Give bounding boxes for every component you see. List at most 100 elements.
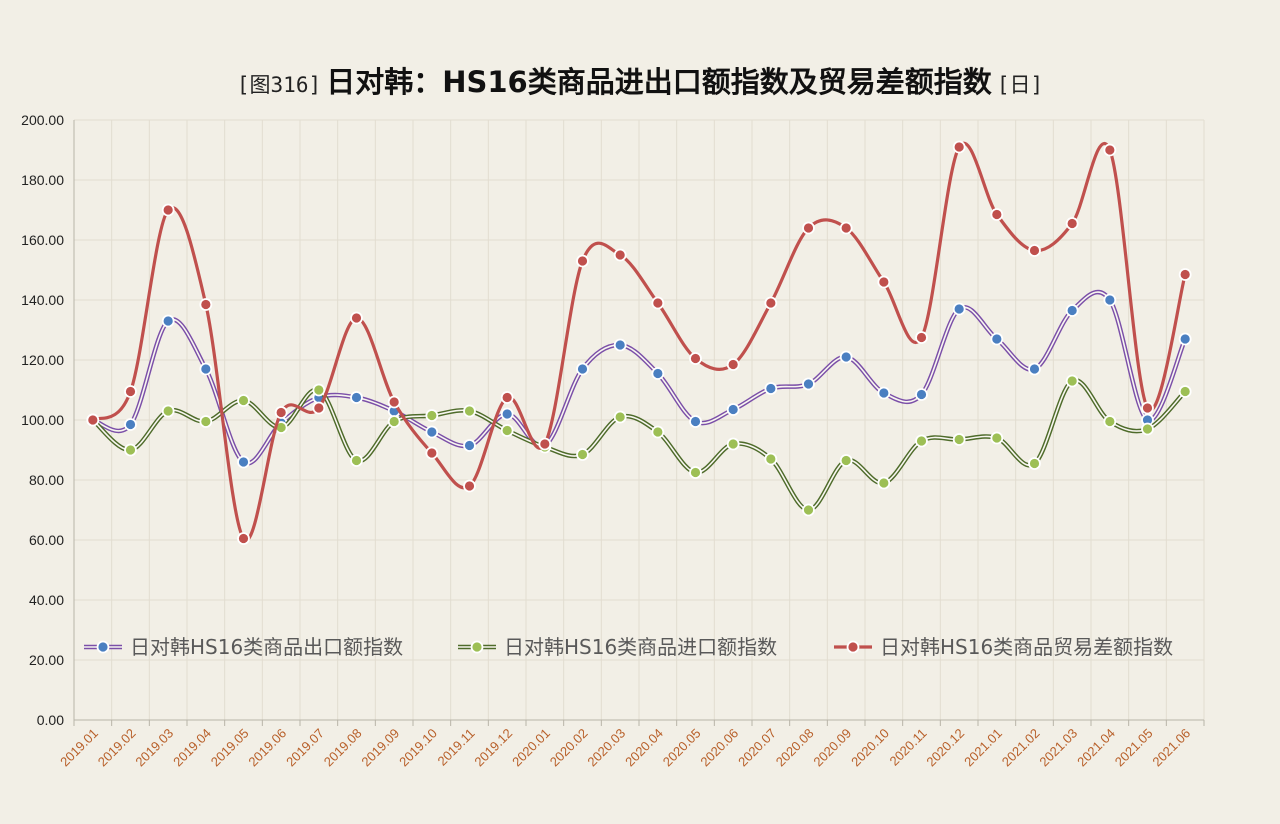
- data-point: [689, 352, 702, 365]
- data-point: [651, 425, 665, 439]
- data-point: [237, 455, 250, 469]
- data-point: [161, 203, 175, 217]
- y-tick-label: 80.00: [29, 472, 64, 488]
- data-point: [387, 395, 401, 409]
- data-point: [161, 314, 175, 328]
- data-point: [764, 296, 778, 310]
- data-point: [915, 331, 928, 344]
- data-point: [199, 415, 213, 428]
- data-point: [463, 479, 476, 493]
- legend-label: 日对韩HS16类商品贸易差额指数: [880, 635, 1173, 659]
- data-point: [576, 254, 589, 268]
- y-tick-label: 100.00: [21, 412, 64, 428]
- chart-title: [图316] 日对韩：HS16类商品进出口额指数及贸易差额指数 [日]: [237, 65, 1043, 99]
- data-point: [990, 208, 1004, 221]
- data-point: [1028, 457, 1041, 470]
- data-point: [86, 413, 100, 427]
- data-point: [1103, 415, 1117, 428]
- data-point: [839, 350, 853, 364]
- data-point: [199, 298, 213, 311]
- data-point: [538, 437, 552, 451]
- series-import: [86, 374, 1192, 517]
- data-point: [839, 454, 853, 467]
- data-point: [952, 140, 966, 154]
- data-point: [689, 466, 702, 479]
- data-point: [1103, 143, 1117, 157]
- data-point: [124, 443, 137, 457]
- legend-item-balance: 日对韩HS16类商品贸易差额指数: [834, 635, 1173, 659]
- data-point: [1178, 385, 1192, 398]
- series-layer: [86, 140, 1192, 545]
- data-point: [500, 407, 514, 421]
- data-point: [387, 415, 401, 428]
- data-point: [726, 437, 740, 451]
- data-point: [425, 409, 439, 422]
- y-tick-label: 40.00: [29, 592, 64, 608]
- data-point: [237, 532, 250, 545]
- data-point: [161, 404, 175, 418]
- data-point: [990, 332, 1004, 346]
- data-point: [1103, 293, 1117, 307]
- y-tick-label: 0.00: [37, 712, 64, 728]
- data-point: [350, 391, 363, 404]
- data-point: [1141, 401, 1154, 415]
- y-tick-label: 200.00: [21, 112, 64, 128]
- data-point: [839, 221, 853, 235]
- data-point: [613, 338, 627, 352]
- legend-swatch-marker: [96, 640, 110, 654]
- data-point: [576, 362, 589, 376]
- data-point: [237, 394, 250, 407]
- data-point: [726, 403, 740, 416]
- data-point: [1065, 374, 1079, 388]
- data-point: [576, 448, 589, 461]
- data-point: [1141, 422, 1154, 436]
- legend-label: 日对韩HS16类商品出口额指数: [130, 635, 403, 659]
- data-point: [990, 431, 1004, 445]
- data-point: [1028, 244, 1041, 257]
- data-point: [764, 382, 778, 395]
- data-point: [500, 424, 514, 437]
- y-tick-label: 60.00: [29, 532, 64, 548]
- data-point: [877, 476, 891, 490]
- series-line-inner-export: [92, 291, 1186, 465]
- data-point: [613, 248, 627, 262]
- data-point: [1028, 362, 1041, 376]
- data-point: [1065, 304, 1079, 317]
- series-balance: [86, 140, 1192, 545]
- y-tick-label: 160.00: [21, 232, 64, 248]
- data-point: [915, 388, 928, 401]
- data-point: [651, 367, 665, 380]
- data-point: [802, 221, 815, 235]
- title-suffix: [日]: [997, 73, 1043, 97]
- data-point: [274, 406, 288, 419]
- data-point: [915, 434, 928, 448]
- data-point: [463, 404, 476, 418]
- y-tick-label: 20.00: [29, 652, 64, 668]
- data-point: [350, 311, 363, 325]
- data-point: [877, 275, 891, 289]
- data-point: [726, 358, 740, 371]
- data-point: [312, 383, 326, 397]
- data-point: [651, 296, 665, 310]
- data-point: [425, 425, 439, 439]
- y-tick-label: 180.00: [21, 172, 64, 188]
- data-point: [312, 401, 326, 415]
- legend-swatch-marker: [470, 640, 484, 654]
- data-point: [1178, 332, 1192, 346]
- data-point: [764, 452, 778, 466]
- data-point: [952, 433, 966, 446]
- data-point: [1065, 217, 1079, 230]
- data-point: [802, 503, 815, 517]
- data-point: [613, 410, 627, 424]
- data-point: [802, 377, 815, 391]
- legend-label: 日对韩HS16类商品进口额指数: [504, 635, 777, 659]
- title-prefix: [图316]: [237, 73, 321, 97]
- data-point: [425, 446, 439, 460]
- data-point: [689, 415, 702, 428]
- legend: 日对韩HS16类商品出口额指数 日对韩HS16类商品进口额指数 日对韩HS16类商品…: [84, 635, 1173, 659]
- legend-item-export: 日对韩HS16类商品出口额指数: [84, 635, 403, 659]
- data-point: [124, 385, 137, 398]
- data-point: [199, 362, 213, 376]
